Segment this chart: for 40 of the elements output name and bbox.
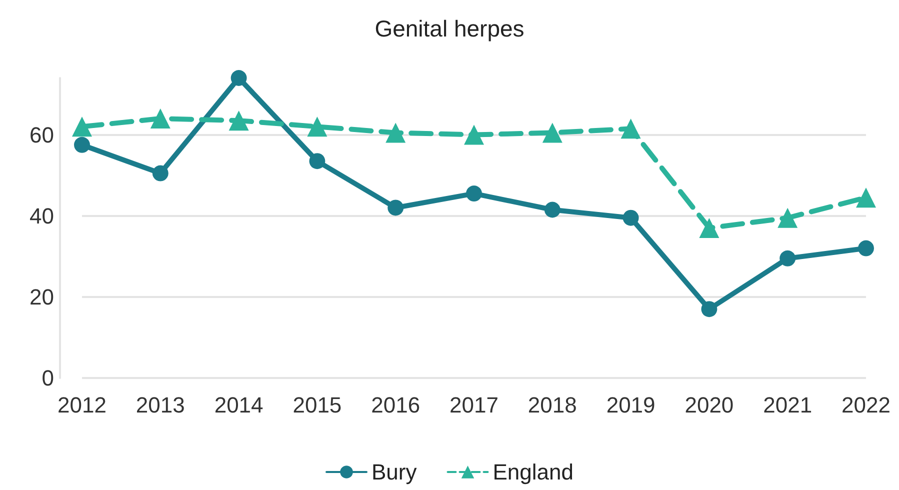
point: [620, 118, 641, 139]
point: [701, 301, 718, 318]
point: [778, 208, 798, 228]
point: [307, 116, 328, 137]
x-tick-label: 2021: [763, 392, 812, 418]
legend-label: England: [492, 460, 574, 484]
y-tick-label: 20: [30, 284, 54, 310]
point: [466, 186, 482, 202]
point: [622, 210, 639, 226]
point: [150, 108, 170, 129]
x-tick-label: 2020: [684, 392, 734, 418]
x-tick-label: 2016: [371, 392, 420, 418]
x-tick-label: 2018: [528, 392, 577, 418]
x-tick-label: 2017: [450, 392, 498, 418]
point: [386, 122, 406, 143]
point: [388, 200, 404, 216]
x-tick-label: 2022: [842, 392, 890, 418]
point: [152, 165, 168, 182]
chart-title: Genital herpes: [374, 16, 524, 42]
x-tick-label: 2019: [606, 392, 656, 418]
y-tick-label: 60: [30, 122, 54, 148]
legend-label: Bury: [372, 460, 417, 484]
x-tick-label: 2012: [58, 392, 106, 418]
x-tick-label: 2013: [136, 392, 185, 418]
point: [72, 116, 92, 137]
point: [544, 202, 560, 218]
y-tick-label: 40: [30, 203, 54, 228]
point: [542, 122, 562, 143]
point: [780, 250, 796, 266]
point: [74, 136, 90, 153]
point: [230, 70, 247, 86]
y-tick-label: 0: [42, 366, 54, 390]
point: [699, 218, 720, 238]
x-tick-label: 2014: [214, 392, 264, 418]
point: [309, 153, 326, 170]
point: [228, 110, 249, 131]
point: [856, 188, 876, 208]
point: [858, 240, 874, 256]
x-tick-label: 2015: [292, 392, 342, 418]
point: [464, 124, 484, 145]
